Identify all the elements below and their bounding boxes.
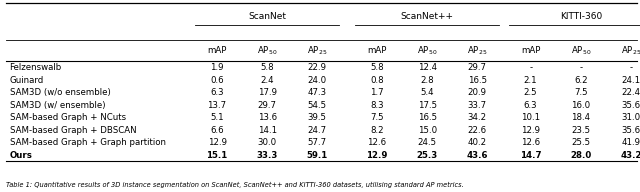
Text: SAM-based Graph + NCuts: SAM-based Graph + NCuts bbox=[10, 113, 125, 122]
Text: ScanNet: ScanNet bbox=[248, 12, 286, 21]
Text: 31.0: 31.0 bbox=[621, 113, 640, 122]
Text: 43.2: 43.2 bbox=[620, 151, 640, 160]
Text: 22.6: 22.6 bbox=[468, 126, 487, 135]
Text: 0.6: 0.6 bbox=[211, 76, 224, 85]
Text: 18.4: 18.4 bbox=[572, 113, 590, 122]
Text: 24.0: 24.0 bbox=[308, 76, 327, 85]
Text: 5.8: 5.8 bbox=[260, 63, 274, 72]
Text: AP$_{25}$: AP$_{25}$ bbox=[467, 45, 488, 57]
Text: SAM3D (w/ ensemble): SAM3D (w/ ensemble) bbox=[10, 101, 105, 110]
Text: 12.9: 12.9 bbox=[207, 138, 227, 147]
Text: 2.8: 2.8 bbox=[420, 76, 434, 85]
Text: 0.8: 0.8 bbox=[371, 76, 384, 85]
Text: 17.5: 17.5 bbox=[418, 101, 436, 110]
Text: 12.6: 12.6 bbox=[521, 138, 540, 147]
Text: 29.7: 29.7 bbox=[468, 63, 487, 72]
Text: 5.8: 5.8 bbox=[371, 63, 384, 72]
Text: 57.7: 57.7 bbox=[308, 138, 327, 147]
Text: ScanNet++: ScanNet++ bbox=[401, 12, 454, 21]
Text: 16.5: 16.5 bbox=[468, 76, 487, 85]
Text: 23.5: 23.5 bbox=[572, 126, 590, 135]
Text: Felzenswalb: Felzenswalb bbox=[10, 63, 62, 72]
Text: 16.0: 16.0 bbox=[572, 101, 590, 110]
Text: 12.9: 12.9 bbox=[521, 126, 540, 135]
Text: 12.9: 12.9 bbox=[366, 151, 388, 160]
Text: 1.7: 1.7 bbox=[371, 88, 384, 97]
Text: 35.6: 35.6 bbox=[621, 101, 640, 110]
Text: 54.5: 54.5 bbox=[308, 101, 327, 110]
Text: Ours: Ours bbox=[10, 151, 33, 160]
Text: 16.5: 16.5 bbox=[418, 113, 436, 122]
Text: 8.3: 8.3 bbox=[371, 101, 384, 110]
Text: 43.6: 43.6 bbox=[467, 151, 488, 160]
Text: 7.5: 7.5 bbox=[371, 113, 384, 122]
Text: 14.7: 14.7 bbox=[520, 151, 541, 160]
Text: 39.5: 39.5 bbox=[308, 113, 327, 122]
Text: 7.5: 7.5 bbox=[574, 88, 588, 97]
Text: 6.6: 6.6 bbox=[211, 126, 224, 135]
Text: 30.0: 30.0 bbox=[258, 138, 276, 147]
Text: mAP: mAP bbox=[521, 46, 540, 55]
Text: 8.2: 8.2 bbox=[371, 126, 384, 135]
Text: KITTI-360: KITTI-360 bbox=[559, 12, 602, 21]
Text: 20.9: 20.9 bbox=[468, 88, 487, 97]
Text: 6.3: 6.3 bbox=[524, 101, 538, 110]
Text: AP$_{50}$: AP$_{50}$ bbox=[571, 45, 591, 57]
Text: 6.3: 6.3 bbox=[211, 88, 224, 97]
Text: 25.5: 25.5 bbox=[572, 138, 590, 147]
Text: 28.0: 28.0 bbox=[570, 151, 591, 160]
Text: 2.4: 2.4 bbox=[260, 76, 274, 85]
Text: 22.9: 22.9 bbox=[308, 63, 327, 72]
Text: 2.5: 2.5 bbox=[524, 88, 538, 97]
Text: 17.9: 17.9 bbox=[258, 88, 276, 97]
Text: -: - bbox=[579, 63, 582, 72]
Text: 47.3: 47.3 bbox=[308, 88, 327, 97]
Text: SAM-based Graph + DBSCAN: SAM-based Graph + DBSCAN bbox=[10, 126, 136, 135]
Text: 6.2: 6.2 bbox=[574, 76, 588, 85]
Text: 40.2: 40.2 bbox=[468, 138, 487, 147]
Text: AP$_{25}$: AP$_{25}$ bbox=[307, 45, 328, 57]
Text: SAM3D (w/o ensemble): SAM3D (w/o ensemble) bbox=[10, 88, 110, 97]
Text: 15.1: 15.1 bbox=[207, 151, 228, 160]
Text: 25.3: 25.3 bbox=[417, 151, 438, 160]
Text: 33.3: 33.3 bbox=[257, 151, 278, 160]
Text: 13.7: 13.7 bbox=[207, 101, 227, 110]
Text: 12.4: 12.4 bbox=[418, 63, 436, 72]
Text: 1.9: 1.9 bbox=[211, 63, 224, 72]
Text: 12.6: 12.6 bbox=[367, 138, 387, 147]
Text: 5.4: 5.4 bbox=[420, 88, 434, 97]
Text: -: - bbox=[529, 63, 532, 72]
Text: AP$_{50}$: AP$_{50}$ bbox=[417, 45, 437, 57]
Text: 41.9: 41.9 bbox=[621, 138, 640, 147]
Text: SAM-based Graph + Graph partition: SAM-based Graph + Graph partition bbox=[10, 138, 166, 147]
Text: Table 1: Quantitative results of 3D instance segmentation on ScanNet, ScanNet++ : Table 1: Quantitative results of 3D inst… bbox=[6, 182, 464, 188]
Text: 24.5: 24.5 bbox=[418, 138, 436, 147]
Text: 35.6: 35.6 bbox=[621, 126, 640, 135]
Text: AP$_{25}$: AP$_{25}$ bbox=[621, 45, 640, 57]
Text: mAP: mAP bbox=[367, 46, 387, 55]
Text: 33.7: 33.7 bbox=[468, 101, 487, 110]
Text: 15.0: 15.0 bbox=[418, 126, 436, 135]
Text: Guinard: Guinard bbox=[10, 76, 44, 85]
Text: 59.1: 59.1 bbox=[307, 151, 328, 160]
Text: 13.6: 13.6 bbox=[258, 113, 276, 122]
Text: 34.2: 34.2 bbox=[468, 113, 487, 122]
Text: 24.1: 24.1 bbox=[621, 76, 640, 85]
Text: 22.4: 22.4 bbox=[621, 88, 640, 97]
Text: 10.1: 10.1 bbox=[521, 113, 540, 122]
Text: 24.7: 24.7 bbox=[308, 126, 327, 135]
Text: mAP: mAP bbox=[207, 46, 227, 55]
Text: AP$_{50}$: AP$_{50}$ bbox=[257, 45, 277, 57]
Text: 14.1: 14.1 bbox=[258, 126, 276, 135]
Text: 5.1: 5.1 bbox=[211, 113, 224, 122]
Text: -: - bbox=[629, 63, 632, 72]
Text: 29.7: 29.7 bbox=[258, 101, 276, 110]
Text: 2.1: 2.1 bbox=[524, 76, 538, 85]
